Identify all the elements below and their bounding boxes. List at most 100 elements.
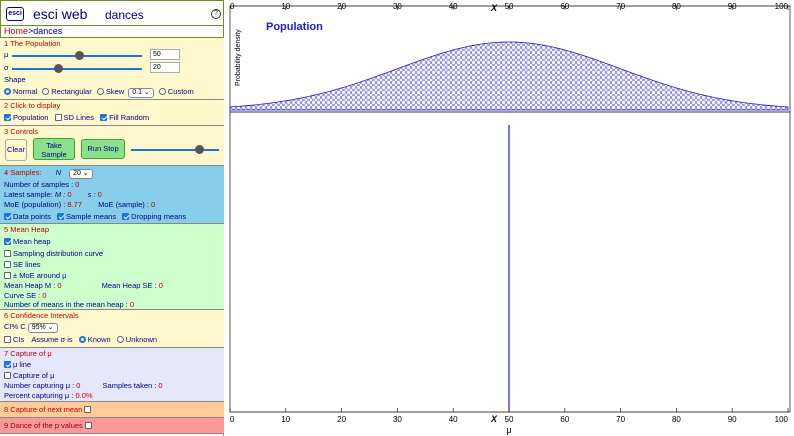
mu-input[interactable]: 50 bbox=[150, 49, 180, 60]
dance-p-values-checkbox[interactable] bbox=[84, 422, 92, 429]
bottom-tick-label-70: 70 bbox=[616, 415, 625, 424]
clear-button[interactable]: Clear bbox=[5, 139, 27, 161]
curve-se-label: Curve SE : bbox=[4, 291, 41, 300]
skew-select[interactable]: 0.1 ⌄ bbox=[128, 88, 154, 98]
panel-title: 1 The Population bbox=[4, 39, 61, 48]
top-tick-label-70: 70 bbox=[616, 2, 625, 11]
bottom-tick-label-40: 40 bbox=[449, 415, 458, 424]
take-sample-button[interactable]: Take Sample bbox=[33, 138, 75, 160]
esci-logo[interactable]: esci bbox=[6, 7, 24, 21]
heap-count-value: 0 bbox=[129, 300, 135, 309]
panel-capture-mu: 7 Capture of μ μ line Capture of μ Numbe… bbox=[0, 348, 224, 402]
sigma-slider-handle[interactable] bbox=[54, 64, 63, 73]
panel-controls: 3 Controls Clear Take Sample Run Stop bbox=[0, 126, 224, 166]
n-label: N bbox=[55, 168, 62, 177]
speed-slider[interactable] bbox=[131, 145, 219, 154]
breadcrumb: Home>dances bbox=[0, 26, 224, 38]
sample-means-checkbox[interactable]: Sample means bbox=[57, 212, 116, 221]
module-name: dances bbox=[105, 8, 144, 22]
moe-population-value: 8.77 bbox=[67, 200, 82, 209]
moe-sample-value: 0 bbox=[151, 200, 156, 209]
sigma-slider[interactable] bbox=[12, 64, 142, 73]
panel-title: 3 Controls bbox=[4, 127, 39, 136]
panel-title: 6 Confidence Intervals bbox=[4, 311, 79, 320]
mu-slider-handle[interactable] bbox=[75, 51, 84, 60]
moe-sample-label: MoE (sample) : bbox=[98, 200, 149, 209]
panel-title: 5 Mean Heap bbox=[4, 225, 50, 234]
m-value: 0 bbox=[67, 190, 72, 199]
shape-options: Normal Rectangular Skew 0.1 ⌄ Custom bbox=[4, 87, 194, 98]
top-tick-label-50: 50 bbox=[505, 2, 514, 11]
mean-heap-m-value: 0 bbox=[57, 281, 62, 290]
samples-taken-value: 0 bbox=[158, 381, 163, 390]
samples-taken-label: Samples taken : bbox=[102, 381, 157, 390]
panel-mean-heap: 5 Mean Heap Mean heap Sampling distribut… bbox=[0, 224, 224, 310]
sigma-label: σ bbox=[4, 63, 9, 72]
mu-line-checkbox[interactable]: μ line bbox=[4, 360, 31, 369]
fill-random-checkbox[interactable]: Fill Random bbox=[100, 113, 149, 122]
capture-next-mean-checkbox[interactable] bbox=[84, 406, 92, 413]
shape-rectangular-radio[interactable]: Rectangular bbox=[42, 87, 92, 96]
mean-heap-checkbox[interactable]: Mean heap bbox=[4, 237, 51, 246]
m-label: M : bbox=[54, 190, 66, 199]
top-tick-label-100: 100 bbox=[775, 2, 789, 11]
cis-checkbox[interactable]: CIs bbox=[4, 335, 24, 344]
capturing-count-label: Number capturing μ : bbox=[4, 381, 75, 390]
num-samples-value: 0 bbox=[75, 180, 80, 189]
assume-sigma-label: Assume σ is bbox=[31, 335, 73, 344]
panel-confidence-intervals: 6 Confidence Intervals CI% C 95% ⌄ CIs A… bbox=[0, 310, 224, 348]
bottom-axis: 0 10 20 30 40 50 60 70 80 90 100 X bbox=[229, 408, 790, 424]
help-icon[interactable]: ? bbox=[211, 9, 221, 19]
latest-sample-label: Latest sample: bbox=[4, 190, 53, 199]
panel-title: 8 Capture of next mean bbox=[4, 405, 83, 414]
population-title: Population bbox=[266, 21, 323, 33]
n-select[interactable]: 20 ⌄ bbox=[69, 169, 93, 179]
sigma-known-radio[interactable]: Known bbox=[78, 335, 111, 344]
dropping-means-checkbox[interactable]: Dropping means bbox=[122, 212, 186, 221]
capture-mu-checkbox[interactable]: Capture of μ bbox=[4, 371, 54, 380]
mu-slider[interactable] bbox=[12, 51, 142, 60]
shape-custom-radio[interactable]: Custom bbox=[158, 87, 194, 96]
ci-level-label: CI% C bbox=[4, 322, 26, 331]
mean-heap-se-label: Mean Heap SE : bbox=[101, 281, 157, 290]
mu-label: μ bbox=[4, 50, 9, 59]
ci-level-select[interactable]: 95% ⌄ bbox=[27, 323, 58, 333]
bottom-tick-label-60: 60 bbox=[560, 415, 569, 424]
sampling-distribution-checkbox[interactable]: Sampling distribution curve bbox=[4, 249, 103, 258]
panel-population: 1 The Population μ 50 σ 20 Shape Normal … bbox=[0, 38, 224, 100]
bottom-tick-label-100: 100 bbox=[775, 415, 789, 424]
top-tick-label-60: 60 bbox=[560, 2, 569, 11]
panel-title: 4 Samples: bbox=[4, 168, 42, 177]
top-tick-label-40: 40 bbox=[449, 2, 458, 11]
shape-normal-radio[interactable]: Normal bbox=[4, 87, 37, 96]
main-plot-area: 0 10 20 30 40 50 60 70 80 90 100 X Probability dens… bbox=[226, 0, 792, 436]
mu-axis-label: μ bbox=[506, 425, 511, 435]
shape-label: Shape bbox=[4, 75, 26, 84]
mean-heap-se-value: 0 bbox=[158, 281, 163, 290]
panel-dance-p-values: 9 Dance of the p values bbox=[0, 418, 224, 434]
moe-around-mu-checkbox[interactable]: ± MoE around μ bbox=[4, 271, 66, 280]
se-lines-checkbox[interactable]: SE lines bbox=[4, 260, 41, 269]
run-stop-button[interactable]: Run Stop bbox=[81, 139, 125, 159]
sigma-unknown-radio[interactable]: Unknown bbox=[116, 335, 157, 344]
breadcrumb-separator: > bbox=[28, 26, 34, 36]
shape-skew-radio[interactable]: Skew bbox=[96, 87, 124, 96]
sigma-input[interactable]: 20 bbox=[150, 62, 180, 73]
num-samples-label: Number of samples : bbox=[4, 180, 74, 189]
bottom-tick-label-90: 90 bbox=[728, 415, 737, 424]
app-header: esci esci web dances ? bbox=[0, 0, 224, 26]
top-tick-label-80: 80 bbox=[672, 2, 681, 11]
bottom-tick-label-30: 30 bbox=[393, 415, 402, 424]
top-tick-label-10: 10 bbox=[281, 2, 290, 11]
capturing-count-value: 0 bbox=[76, 381, 81, 390]
breadcrumb-home[interactable]: Home bbox=[4, 26, 29, 36]
sd-lines-checkbox[interactable]: SD Lines bbox=[54, 113, 94, 122]
breadcrumb-current: dances bbox=[33, 26, 63, 36]
speed-slider-handle[interactable] bbox=[195, 145, 204, 154]
y-axis-label: Probability density bbox=[235, 29, 242, 86]
s-value: 0 bbox=[97, 190, 102, 199]
population-checkbox[interactable]: Population bbox=[4, 113, 48, 122]
data-points-checkbox[interactable]: Data points bbox=[4, 212, 51, 221]
app-title: esci web bbox=[33, 6, 88, 22]
